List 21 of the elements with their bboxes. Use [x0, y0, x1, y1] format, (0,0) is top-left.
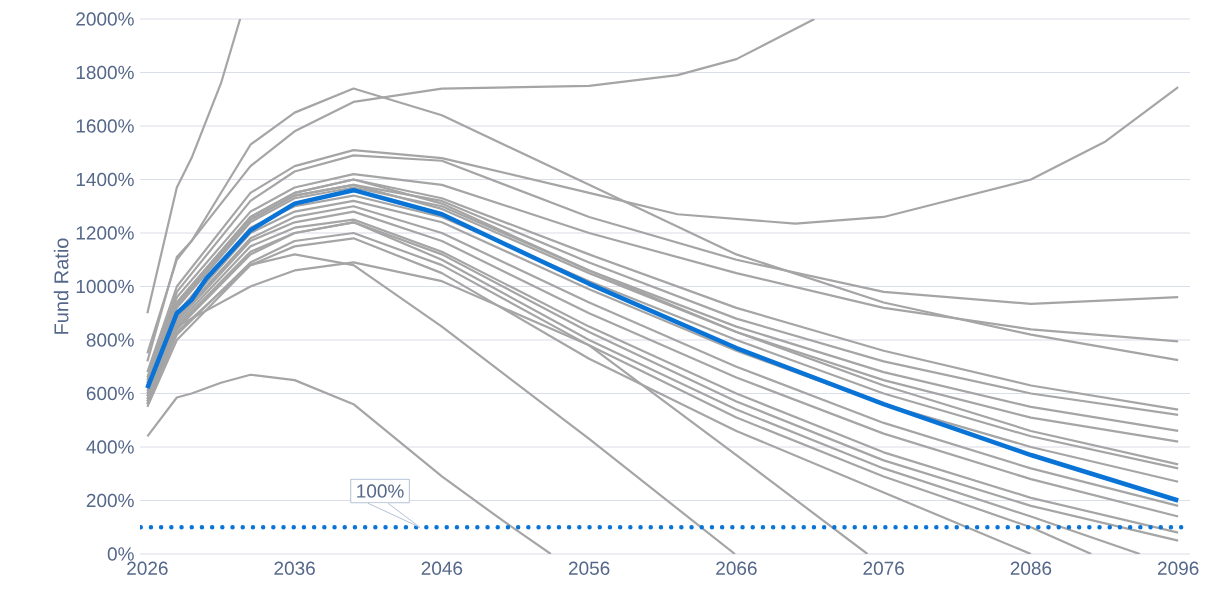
- y-tick-label: 1600%: [76, 119, 134, 133]
- y-tick-label: 200%: [86, 493, 134, 508]
- x-tick-label: 2056: [568, 561, 610, 575]
- x-tick-label: 2026: [127, 561, 168, 575]
- x-tick-label: 2046: [421, 561, 463, 575]
- x-tick-label: 2086: [1010, 561, 1052, 575]
- ref-line-label: 100%: [357, 484, 404, 498]
- x-tick-label: 2096: [1158, 561, 1199, 575]
- x-tick-label: 2076: [863, 561, 904, 575]
- y-tick-label: 1800%: [76, 65, 134, 80]
- y-axis-title: Fund Ratio: [53, 238, 69, 334]
- y-tick-label: 2000%: [76, 12, 134, 26]
- y-tick-label: 1200%: [76, 226, 134, 240]
- y-tick-label: 600%: [86, 386, 134, 401]
- y-tick-label: 1400%: [76, 172, 134, 187]
- x-tick-label: 2036: [274, 561, 315, 575]
- y-tick-label: 1000%: [76, 279, 134, 294]
- y-tick-label: 400%: [86, 440, 134, 454]
- y-tick-label: 0%: [107, 547, 134, 561]
- y-tick-label: 800%: [86, 333, 134, 347]
- x-tick-label: 2066: [716, 561, 757, 575]
